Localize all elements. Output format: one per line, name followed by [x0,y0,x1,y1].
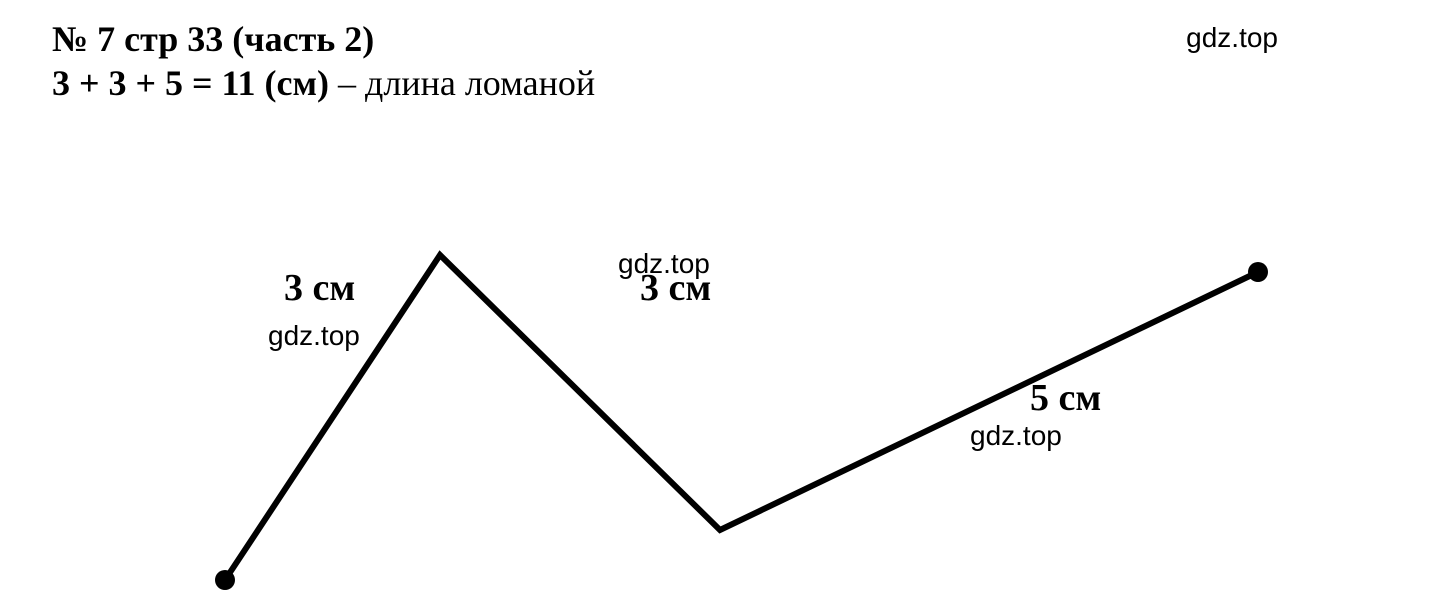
endpoint-start [215,570,235,590]
page-title: № 7 стр 33 (часть 2) [52,18,595,60]
header-block: № 7 стр 33 (часть 2) 3 + 3 + 5 = 11 (см)… [52,18,595,104]
equation-bold: 3 + 3 + 5 = 11 (см) [52,63,329,103]
equation-rest: – длина ломаной [329,63,595,103]
polyline-diagram [0,200,1438,600]
segment-label-2: 3 см [640,266,711,310]
polyline-path [225,255,1258,580]
endpoint-end [1248,262,1268,282]
segment-label-1: 3 см [284,266,355,310]
equation-line: 3 + 3 + 5 = 11 (см) – длина ломаной [52,62,595,104]
segment-label-3: 5 см [1030,376,1101,420]
watermark-top-right: gdz.top [1186,22,1278,54]
